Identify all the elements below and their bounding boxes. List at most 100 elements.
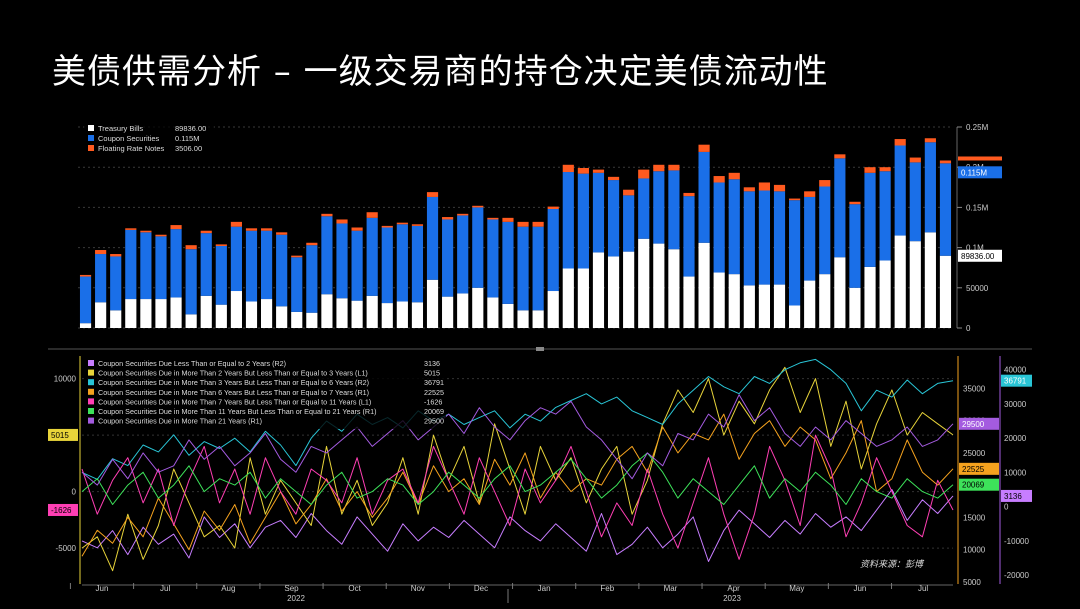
bar-floating-rate-notes <box>366 212 378 218</box>
line-le-2y <box>81 489 954 562</box>
tag-treasury-bills <box>958 249 1002 262</box>
bar-coupon-securities <box>743 191 755 286</box>
x-month-label: Jul <box>160 584 170 593</box>
bar-floating-rate-notes <box>442 217 454 220</box>
bar-treasury-bills <box>743 285 755 328</box>
bar-floating-rate-notes <box>668 164 680 171</box>
bar-floating-rate-notes <box>864 167 876 173</box>
bar-treasury-bills <box>396 301 408 328</box>
x-year-label: 2022 <box>287 594 305 603</box>
bar-coupon-securities <box>623 195 635 252</box>
top-legend-swatch <box>88 125 94 131</box>
bottom-legend-swatch <box>88 369 94 376</box>
bar-coupon-securities <box>698 151 710 243</box>
bar-floating-rate-notes <box>758 182 771 191</box>
bar-treasury-bills <box>819 274 831 328</box>
bar-coupon-securities <box>95 254 107 303</box>
bar-coupon-securities <box>849 204 861 288</box>
bottom-legend-label: Coupon Securities Due in More Than 6 Yea… <box>98 388 369 397</box>
bar-coupon-securities <box>457 215 469 294</box>
bar-coupon-securities <box>276 234 288 307</box>
top-y-tick-label: 0.25M <box>966 123 989 132</box>
bar-coupon-securities <box>140 232 152 300</box>
bar-floating-rate-notes <box>879 167 891 172</box>
bar-floating-rate-notes <box>230 221 242 227</box>
top-legend-value: 0.115M <box>175 134 199 143</box>
bar-coupon-securities <box>321 216 333 295</box>
bar-treasury-bills <box>668 249 680 328</box>
bar-coupon-securities <box>155 236 167 300</box>
bar-coupon-securities <box>773 191 786 285</box>
bar-floating-rate-notes <box>849 201 861 205</box>
x-year-label: 2023 <box>723 594 741 603</box>
bar-treasury-bills <box>728 274 740 328</box>
tag-floating-rate-notes <box>958 156 1002 161</box>
bottom-legend-box <box>84 357 446 429</box>
bar-coupon-securities <box>819 186 831 275</box>
bar-treasury-bills <box>306 312 318 328</box>
bar-floating-rate-notes <box>804 191 816 197</box>
line-tag-line-11-21y <box>959 478 999 491</box>
bar-floating-rate-notes <box>200 230 212 234</box>
x-month-label: Mar <box>664 584 678 593</box>
bar-coupon-securities <box>939 163 952 256</box>
bar-floating-rate-notes <box>577 168 589 174</box>
bar-floating-rate-notes <box>683 192 695 197</box>
line-tag-line-gt-21y <box>959 417 999 430</box>
bar-floating-rate-notes <box>457 213 469 216</box>
bar-treasury-bills <box>260 299 273 328</box>
bar-treasury-bills <box>170 297 182 328</box>
bar-treasury-bills <box>125 299 137 328</box>
top-legend-value: 89836.00 <box>175 124 206 133</box>
bar-floating-rate-notes <box>170 225 182 230</box>
bar-treasury-bills <box>366 295 378 328</box>
bottom-legend-swatch <box>88 379 94 386</box>
x-month-label: Jan <box>538 584 551 593</box>
bar-coupon-securities <box>472 207 484 288</box>
right2-y-tick-label: 30000 <box>1004 400 1027 409</box>
x-month-label: Jun <box>96 584 109 593</box>
bar-coupon-securities <box>713 182 725 273</box>
top-legend-value: 3506.00 <box>175 144 202 153</box>
bar-coupon-securities <box>185 249 197 315</box>
line-11-21y <box>81 452 954 505</box>
bar-coupon-securities <box>517 226 529 311</box>
bar-floating-rate-notes <box>713 176 725 183</box>
bottom-legend-value: 5015 <box>424 369 440 378</box>
source-note: 资料来源：彭博 <box>860 559 925 569</box>
bar-treasury-bills <box>683 276 695 328</box>
bar-floating-rate-notes <box>547 206 559 210</box>
bar-treasury-bills <box>517 310 529 328</box>
bar-coupon-securities <box>306 245 318 313</box>
bar-floating-rate-notes <box>728 172 740 180</box>
line-tag-label: 22525 <box>962 465 985 474</box>
bar-floating-rate-notes <box>743 187 755 192</box>
top-y-tick-label: 0.15M <box>966 203 989 212</box>
bar-coupon-securities <box>834 158 846 258</box>
bar-floating-rate-notes <box>381 225 393 228</box>
bar-treasury-bills <box>502 303 514 328</box>
x-month-label: Feb <box>600 584 614 593</box>
bar-coupon-securities <box>351 230 363 301</box>
bar-floating-rate-notes <box>773 184 786 192</box>
bar-treasury-bills <box>653 243 665 328</box>
line-tag-line-3-6y <box>1001 374 1032 387</box>
bar-treasury-bills <box>879 260 891 328</box>
bar-floating-rate-notes <box>245 228 258 231</box>
right1-y-tick-label: 15000 <box>963 513 986 522</box>
bar-coupon-securities <box>381 227 393 304</box>
bar-coupon-securities <box>864 172 876 267</box>
line-tag-line-2-3y <box>48 428 78 441</box>
bar-floating-rate-notes <box>185 245 197 250</box>
right1-y-tick-label: 10000 <box>963 546 986 555</box>
bar-treasury-bills <box>215 304 227 328</box>
bar-treasury-bills <box>864 266 876 328</box>
bar-floating-rate-notes <box>909 157 921 163</box>
right2-y-tick-label: -10000 <box>1004 537 1029 546</box>
bar-floating-rate-notes <box>276 232 288 235</box>
bar-coupon-securities <box>110 256 122 311</box>
bar-coupon-securities <box>411 225 424 303</box>
bar-floating-rate-notes <box>562 164 574 173</box>
bar-floating-rate-notes <box>411 224 424 226</box>
bar-treasury-bills <box>336 298 348 328</box>
